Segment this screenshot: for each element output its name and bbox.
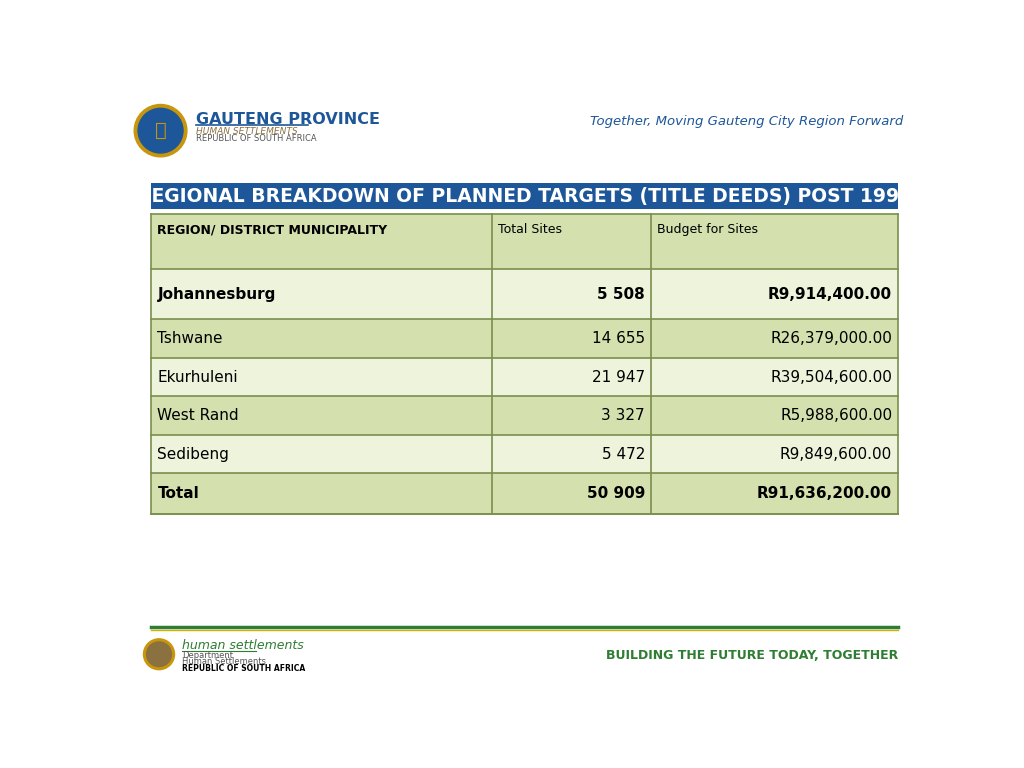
Text: Total: Total: [158, 486, 200, 502]
Text: 🛡: 🛡: [155, 121, 167, 140]
Text: Johannesburg: Johannesburg: [158, 286, 275, 302]
Text: Ekurhuleni: Ekurhuleni: [158, 369, 238, 385]
Text: 3 327: 3 327: [601, 408, 645, 423]
Text: 5 472: 5 472: [601, 446, 645, 462]
Circle shape: [138, 108, 183, 153]
Text: REGION/ DISTRICT MUNICIPALITY: REGION/ DISTRICT MUNICIPALITY: [158, 223, 387, 236]
Text: West Rand: West Rand: [158, 408, 239, 423]
Text: 50 909: 50 909: [587, 486, 645, 502]
Text: Tshwane: Tshwane: [158, 331, 223, 346]
Text: Total Sites: Total Sites: [499, 223, 562, 236]
Text: R26,379,000.00: R26,379,000.00: [770, 331, 892, 346]
Text: R9,849,600.00: R9,849,600.00: [780, 446, 892, 462]
Text: REPUBLIC OF SOUTH AFRICA: REPUBLIC OF SOUTH AFRICA: [197, 134, 316, 143]
Text: 14 655: 14 655: [592, 331, 645, 346]
Text: REGIONAL BREAKDOWN OF PLANNED TARGETS (TITLE DEEDS) POST 1994: REGIONAL BREAKDOWN OF PLANNED TARGETS (T…: [137, 187, 912, 206]
Text: Together, Moving Gauteng City Region Forward: Together, Moving Gauteng City Region For…: [590, 115, 903, 128]
Text: R39,504,600.00: R39,504,600.00: [770, 369, 892, 385]
Text: R91,636,200.00: R91,636,200.00: [757, 486, 892, 502]
Bar: [152, 319, 898, 358]
Bar: [152, 214, 898, 270]
Text: Department: Department: [182, 651, 233, 660]
Circle shape: [146, 642, 171, 667]
Bar: [152, 396, 898, 435]
Text: HUMAN SETTLEMENTS: HUMAN SETTLEMENTS: [197, 127, 298, 136]
Text: Sedibeng: Sedibeng: [158, 446, 229, 462]
Bar: [152, 270, 898, 319]
Text: 21 947: 21 947: [592, 369, 645, 385]
Text: Human Settlements: Human Settlements: [182, 657, 266, 667]
Bar: [152, 435, 898, 473]
Text: human settlements: human settlements: [182, 638, 304, 651]
Bar: [152, 183, 898, 209]
Text: BUILDING THE FUTURE TODAY, TOGETHER: BUILDING THE FUTURE TODAY, TOGETHER: [606, 649, 898, 662]
Text: GAUTENG PROVINCE: GAUTENG PROVINCE: [197, 112, 380, 127]
Bar: [152, 358, 898, 396]
Text: REPUBLIC OF SOUTH AFRICA: REPUBLIC OF SOUTH AFRICA: [182, 664, 305, 673]
Text: Budget for Sites: Budget for Sites: [657, 223, 759, 236]
Circle shape: [134, 104, 187, 157]
Text: R5,988,600.00: R5,988,600.00: [780, 408, 892, 423]
Bar: [152, 473, 898, 514]
Circle shape: [143, 639, 174, 670]
Text: R9,914,400.00: R9,914,400.00: [768, 286, 892, 302]
Text: 5 508: 5 508: [597, 286, 645, 302]
